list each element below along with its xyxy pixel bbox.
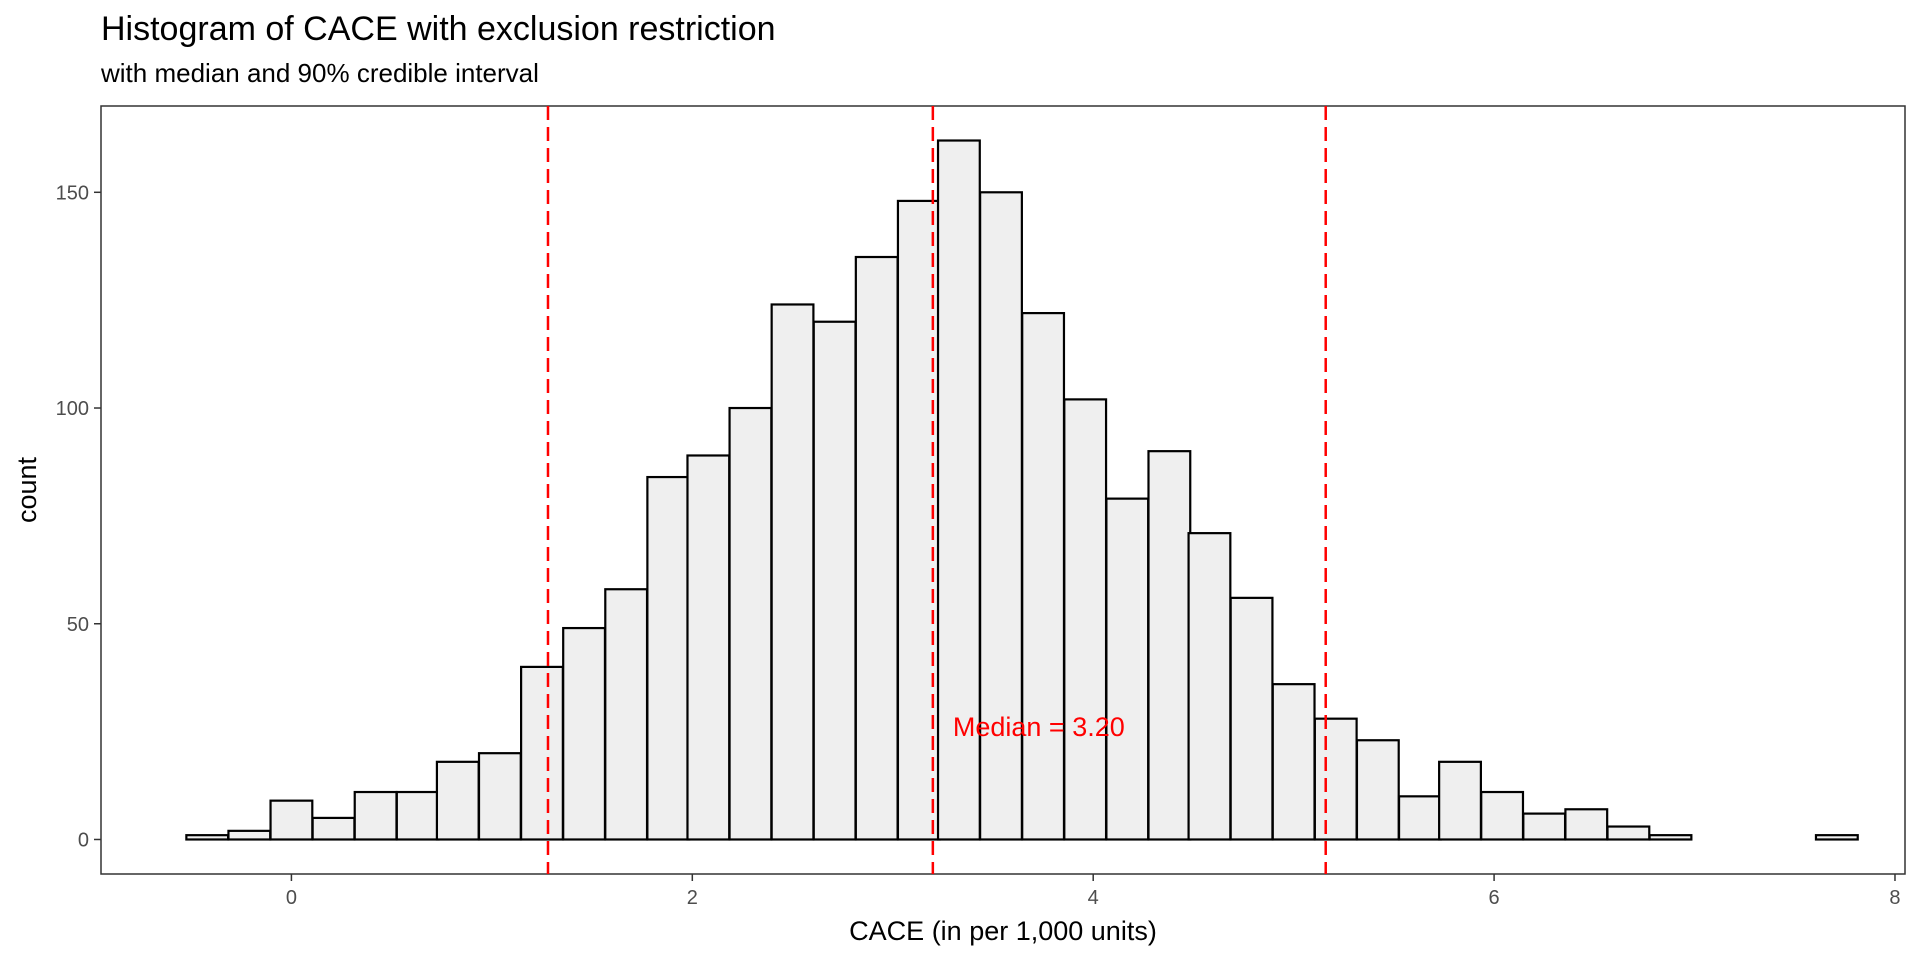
x-tick-label: 4	[1088, 887, 1099, 909]
chart-title: Histogram of CACE with exclusion restric…	[101, 10, 776, 48]
histogram-bar	[269, 799, 314, 841]
x-tick-label: 0	[286, 887, 297, 909]
histogram-bar	[1021, 312, 1066, 841]
median-annotation: Median = 3.20	[953, 712, 1125, 742]
histogram-bar	[1105, 497, 1150, 841]
histogram-bar	[520, 665, 564, 841]
histogram-bar	[686, 454, 731, 841]
histogram-bar	[1063, 398, 1108, 841]
histogram-bar	[1480, 790, 1525, 841]
histogram-bar	[435, 760, 480, 841]
histogram-bar	[1397, 795, 1442, 841]
histogram-bar	[1814, 834, 1859, 841]
histogram-bar	[1522, 812, 1567, 841]
x-axis-label: CACE (in per 1,000 units)	[849, 916, 1157, 946]
y-tick-label: 0	[78, 829, 89, 851]
histogram-bar	[854, 255, 899, 841]
histogram-bar	[979, 191, 1023, 841]
histogram-bar	[562, 626, 607, 841]
histogram-bar	[1229, 596, 1274, 841]
histogram-bar	[1313, 717, 1358, 841]
histogram-bar	[311, 816, 356, 841]
y-tick-label: 100	[56, 398, 89, 420]
histogram-bar	[1606, 825, 1651, 841]
reference-lines-group	[546, 106, 1327, 874]
histogram-bar	[1271, 683, 1316, 841]
histogram-bar	[1355, 739, 1400, 841]
histogram-bar	[1438, 760, 1482, 841]
x-tick-label: 6	[1489, 887, 1500, 909]
histogram-bar	[227, 829, 272, 841]
x-tick-label: 8	[1889, 887, 1900, 909]
histogram-bar	[604, 588, 649, 841]
histogram-bar	[646, 475, 691, 841]
chart-subtitle: with median and 90% credible interval	[100, 58, 539, 88]
y-tick-label: 150	[56, 182, 89, 204]
histogram-bar	[185, 834, 230, 841]
histogram-bar	[353, 790, 398, 841]
x-tick-label: 2	[687, 887, 698, 909]
histogram-bar	[770, 303, 815, 841]
y-axis-label: count	[12, 456, 42, 523]
axes-group: 0 2 4 6 8 0 50 100 150	[56, 182, 1901, 909]
histogram-bar	[1187, 532, 1232, 841]
histogram-bar	[1564, 808, 1609, 841]
histogram-bar	[395, 790, 440, 841]
bars-group	[185, 139, 1859, 841]
histogram-bar	[477, 752, 522, 841]
histogram-bar	[728, 406, 773, 841]
y-tick-label: 50	[67, 614, 89, 636]
histogram-bar	[812, 320, 857, 841]
histogram-bar	[1648, 834, 1693, 841]
histogram-bar	[1147, 450, 1192, 841]
